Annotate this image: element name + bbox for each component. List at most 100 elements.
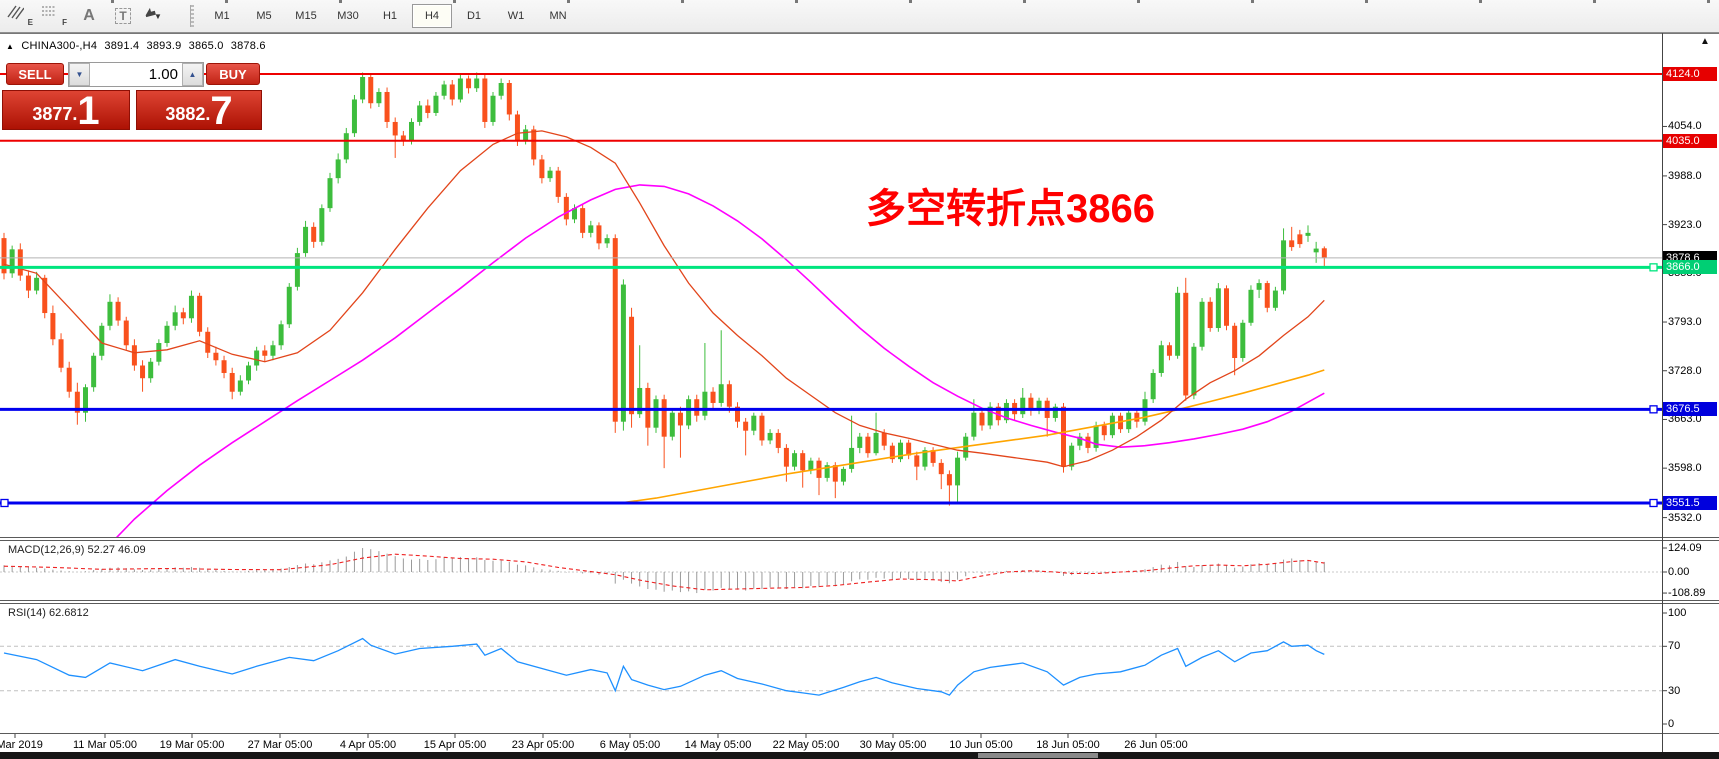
candle-body bbox=[955, 457, 961, 486]
equidistant-channel-tool-button[interactable]: E bbox=[6, 4, 36, 28]
candle-body bbox=[898, 442, 903, 460]
candle-body bbox=[914, 455, 920, 467]
ma-mid-orange bbox=[623, 369, 1325, 504]
macd-tick-label: 0.00 bbox=[1668, 566, 1690, 578]
scrollbar-thumb[interactable] bbox=[978, 753, 1098, 758]
candle-body bbox=[294, 253, 300, 287]
candle-body bbox=[457, 78, 463, 100]
time-axis-label: 22 May 05:00 bbox=[772, 739, 840, 751]
candle-body bbox=[1085, 436, 1091, 448]
text-label-tool-button[interactable]: A bbox=[83, 7, 95, 24]
candle-body bbox=[865, 436, 871, 454]
symbol-info: ▲ CHINA300-,H4 3891.4 3893.9 3865.0 3878… bbox=[6, 40, 270, 52]
candle-body bbox=[1061, 406, 1066, 467]
hline-handle bbox=[1649, 498, 1658, 508]
timeframe-button-d1[interactable]: D1 bbox=[466, 10, 482, 22]
price-badge: 3676.5 bbox=[1663, 402, 1717, 417]
candle-body bbox=[857, 436, 863, 448]
ohlc-open: 3891.4 bbox=[104, 40, 140, 52]
volume-input[interactable] bbox=[90, 63, 182, 86]
time-axis-label: 11 Mar 05:00 bbox=[72, 739, 138, 751]
timeframe-button-h4[interactable]: H4 bbox=[412, 4, 452, 28]
dropdown-caret-icon: ▼ bbox=[154, 11, 162, 21]
price-tick-label: 3988.0 bbox=[1668, 169, 1702, 182]
buy-button[interactable]: BUY bbox=[206, 63, 260, 85]
sell-price-panel[interactable]: 3877. 1 bbox=[2, 89, 130, 133]
candle-body bbox=[188, 295, 194, 319]
bottom-scrollbar[interactable] bbox=[0, 752, 1719, 759]
buy-price-panel[interactable]: 3882. 7 bbox=[136, 90, 262, 131]
candle-body bbox=[1191, 346, 1197, 396]
timeframe-button-m30[interactable]: M30 bbox=[337, 10, 359, 22]
fibonacci-tool-button[interactable]: F bbox=[40, 4, 70, 28]
time-axis-label: 14 May 05:00 bbox=[684, 739, 752, 751]
symbol-name: CHINA300-,H4 bbox=[21, 40, 98, 52]
cursor-tool-button[interactable]: ▼ bbox=[142, 4, 172, 28]
candle-body bbox=[572, 208, 577, 220]
candle-body bbox=[620, 284, 626, 422]
candle-body bbox=[180, 312, 186, 319]
candle-body bbox=[1297, 234, 1303, 245]
candle-body bbox=[360, 76, 366, 100]
rsi-tick-label: 70 bbox=[1668, 640, 1681, 653]
timeframe-button-mn[interactable]: MN bbox=[549, 10, 567, 22]
candle-body bbox=[580, 208, 586, 233]
candle-body bbox=[1272, 290, 1278, 308]
sell-button[interactable]: SELL bbox=[6, 63, 64, 85]
candle-body bbox=[131, 345, 137, 366]
macd-pane bbox=[0, 548, 1662, 594]
candle-body bbox=[164, 325, 170, 344]
candle-body bbox=[1248, 289, 1254, 323]
ma-slow-magenta bbox=[115, 184, 1325, 537]
candle-body bbox=[588, 225, 594, 233]
timeframe-button-h1[interactable]: H1 bbox=[382, 10, 398, 22]
timeframe-button-m5[interactable]: M5 bbox=[256, 10, 272, 22]
price-tick-label: 3532.0 bbox=[1668, 511, 1702, 524]
candle-body bbox=[930, 450, 936, 463]
ma-fast-red bbox=[3, 130, 1325, 468]
rsi-indicator-label: RSI(14) 62.6812 bbox=[8, 607, 89, 619]
toolbar: E F A T ▼ M1 M5 M15 M30 H1 H4 D1 W1 bbox=[0, 0, 1719, 33]
candle-body bbox=[384, 91, 390, 122]
candle-body bbox=[547, 170, 553, 179]
candle-body bbox=[74, 391, 80, 413]
timeframe-button-w1[interactable]: W1 bbox=[507, 10, 525, 22]
timeframe-button-m15[interactable]: M15 bbox=[295, 10, 317, 22]
candle-body bbox=[246, 365, 251, 381]
candle-body bbox=[792, 453, 798, 467]
candle-body bbox=[726, 384, 732, 407]
candle-body bbox=[1020, 397, 1026, 415]
candle-body bbox=[718, 384, 724, 403]
rsi-line bbox=[3, 637, 1325, 696]
scroll-to-end-icon[interactable]: ▲ bbox=[1700, 36, 1710, 47]
time-axis-label: 19 Mar 05:00 bbox=[159, 739, 225, 751]
text-tool-button[interactable]: T bbox=[108, 4, 138, 28]
text-box-icon: T bbox=[115, 8, 131, 24]
chart-annotation-text[interactable]: 多空转折点3866 bbox=[866, 187, 1155, 231]
one-click-trading-panel: SELL ▼ ▲ BUY 3877.1 3882.7 bbox=[2, 62, 262, 133]
candle-body bbox=[661, 399, 667, 437]
candle-body bbox=[490, 95, 496, 122]
candle-body bbox=[376, 91, 382, 104]
candle-body bbox=[368, 76, 374, 104]
candle-body bbox=[783, 447, 789, 467]
time-axis-label: 1 Mar 2019 bbox=[0, 739, 43, 751]
symbol-marker-icon[interactable]: ▲ bbox=[6, 42, 15, 51]
candle-body bbox=[311, 226, 317, 242]
volume-decrease-button[interactable]: ▼ bbox=[69, 63, 90, 86]
candle-body bbox=[1224, 288, 1229, 326]
candle-body bbox=[34, 277, 40, 291]
sell-price-pip: 1 bbox=[77, 89, 100, 133]
candle-body bbox=[1028, 397, 1034, 411]
candle-body bbox=[506, 82, 512, 115]
candle-body bbox=[1183, 292, 1189, 396]
candle-body bbox=[637, 387, 643, 415]
candle-body bbox=[140, 365, 146, 379]
candle-body bbox=[759, 415, 765, 441]
volume-increase-button[interactable]: ▲ bbox=[182, 63, 203, 86]
candle-body bbox=[1256, 283, 1262, 290]
price-tick-label: 3923.0 bbox=[1668, 218, 1702, 231]
candle-body bbox=[1215, 288, 1221, 329]
timeframe-button-m1[interactable]: M1 bbox=[214, 10, 230, 22]
